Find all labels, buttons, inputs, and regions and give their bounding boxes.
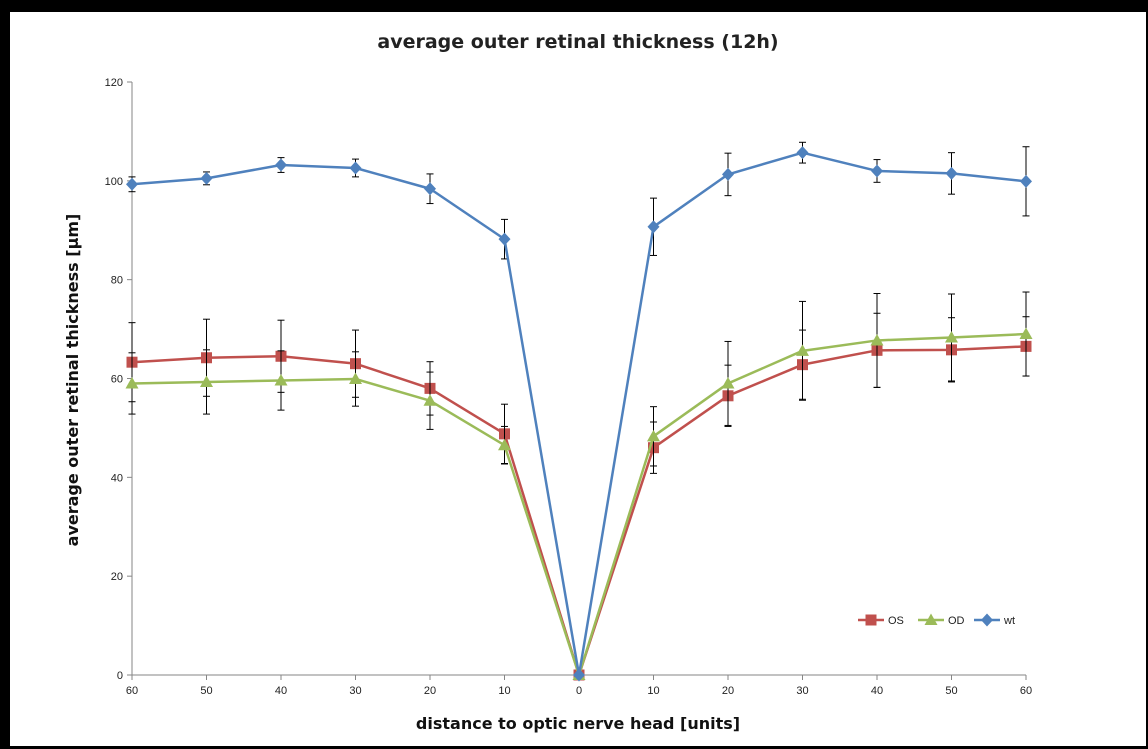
line-chart: average outer retinal thickness (12h) 0 2… xyxy=(63,31,1033,733)
data-point xyxy=(424,182,436,196)
x-tick-label: 20 xyxy=(424,685,436,697)
data-point xyxy=(274,373,288,386)
x-tick-label: 10 xyxy=(647,685,659,697)
y-tick-label: 60 xyxy=(111,374,123,386)
legend-marker xyxy=(924,613,938,625)
data-point xyxy=(275,158,287,172)
y-axis-title: average outer retinal thickness [µm] xyxy=(63,214,82,547)
legend-label: OS xyxy=(888,615,904,627)
legend-marker xyxy=(865,614,877,626)
x-tick-label: 60 xyxy=(1020,685,1032,697)
series-wt xyxy=(126,141,1032,682)
data-point xyxy=(647,429,660,442)
series-line xyxy=(131,151,1027,677)
x-tick-label: 50 xyxy=(200,685,212,697)
data-point xyxy=(647,220,660,234)
x-axis-title: distance to optic nerve head [units] xyxy=(416,714,740,733)
data-point xyxy=(200,375,213,387)
y-tick-label: 20 xyxy=(111,571,123,583)
data-point xyxy=(796,344,809,356)
legend-label: wt xyxy=(1003,615,1015,627)
data-point xyxy=(126,177,138,191)
chart-frame: average outer retinal thickness (12h) 0 2… xyxy=(10,12,1146,746)
y-tick-label: 80 xyxy=(111,275,123,287)
x-tick-label: 40 xyxy=(275,685,287,697)
x-tick-label: 0 xyxy=(576,685,582,697)
data-point xyxy=(796,146,809,160)
y-tick-label: 120 xyxy=(105,77,123,89)
legend-item-os: OS xyxy=(858,614,904,627)
x-tick-label: 50 xyxy=(945,685,957,697)
y-tick-label: 100 xyxy=(105,176,123,188)
data-point xyxy=(1020,174,1032,188)
legend-marker xyxy=(981,613,993,627)
data-point xyxy=(871,164,883,178)
x-tick-label: 40 xyxy=(871,685,883,697)
data-point xyxy=(349,161,362,175)
data-point xyxy=(200,171,213,185)
data-point xyxy=(349,372,362,384)
data-point xyxy=(423,394,437,406)
data-point xyxy=(721,376,735,389)
data-point xyxy=(573,668,585,682)
legend-label: OD xyxy=(948,615,965,627)
x-tick-label: 30 xyxy=(796,685,808,697)
series-layer xyxy=(125,141,1033,682)
y-tick-label: 0 xyxy=(117,670,123,682)
y-tick-label: 40 xyxy=(111,472,123,484)
data-point xyxy=(945,330,958,343)
x-tick-label: 30 xyxy=(349,685,361,697)
data-point xyxy=(498,438,511,451)
legend: OS OD wt xyxy=(858,613,1015,627)
data-point xyxy=(722,167,734,181)
legend-item-wt: wt xyxy=(974,613,1015,627)
chart-title: average outer retinal thickness (12h) xyxy=(377,31,778,53)
x-tick-label: 10 xyxy=(498,685,510,697)
data-point xyxy=(498,232,511,246)
data-point xyxy=(945,166,958,180)
data-point xyxy=(125,376,139,389)
data-point xyxy=(1019,327,1033,340)
data-point xyxy=(870,333,884,346)
series-od xyxy=(125,291,1033,680)
x-tick-label: 20 xyxy=(722,685,734,697)
legend-item-od: OD xyxy=(918,613,965,627)
x-tick-label: 60 xyxy=(126,685,138,697)
